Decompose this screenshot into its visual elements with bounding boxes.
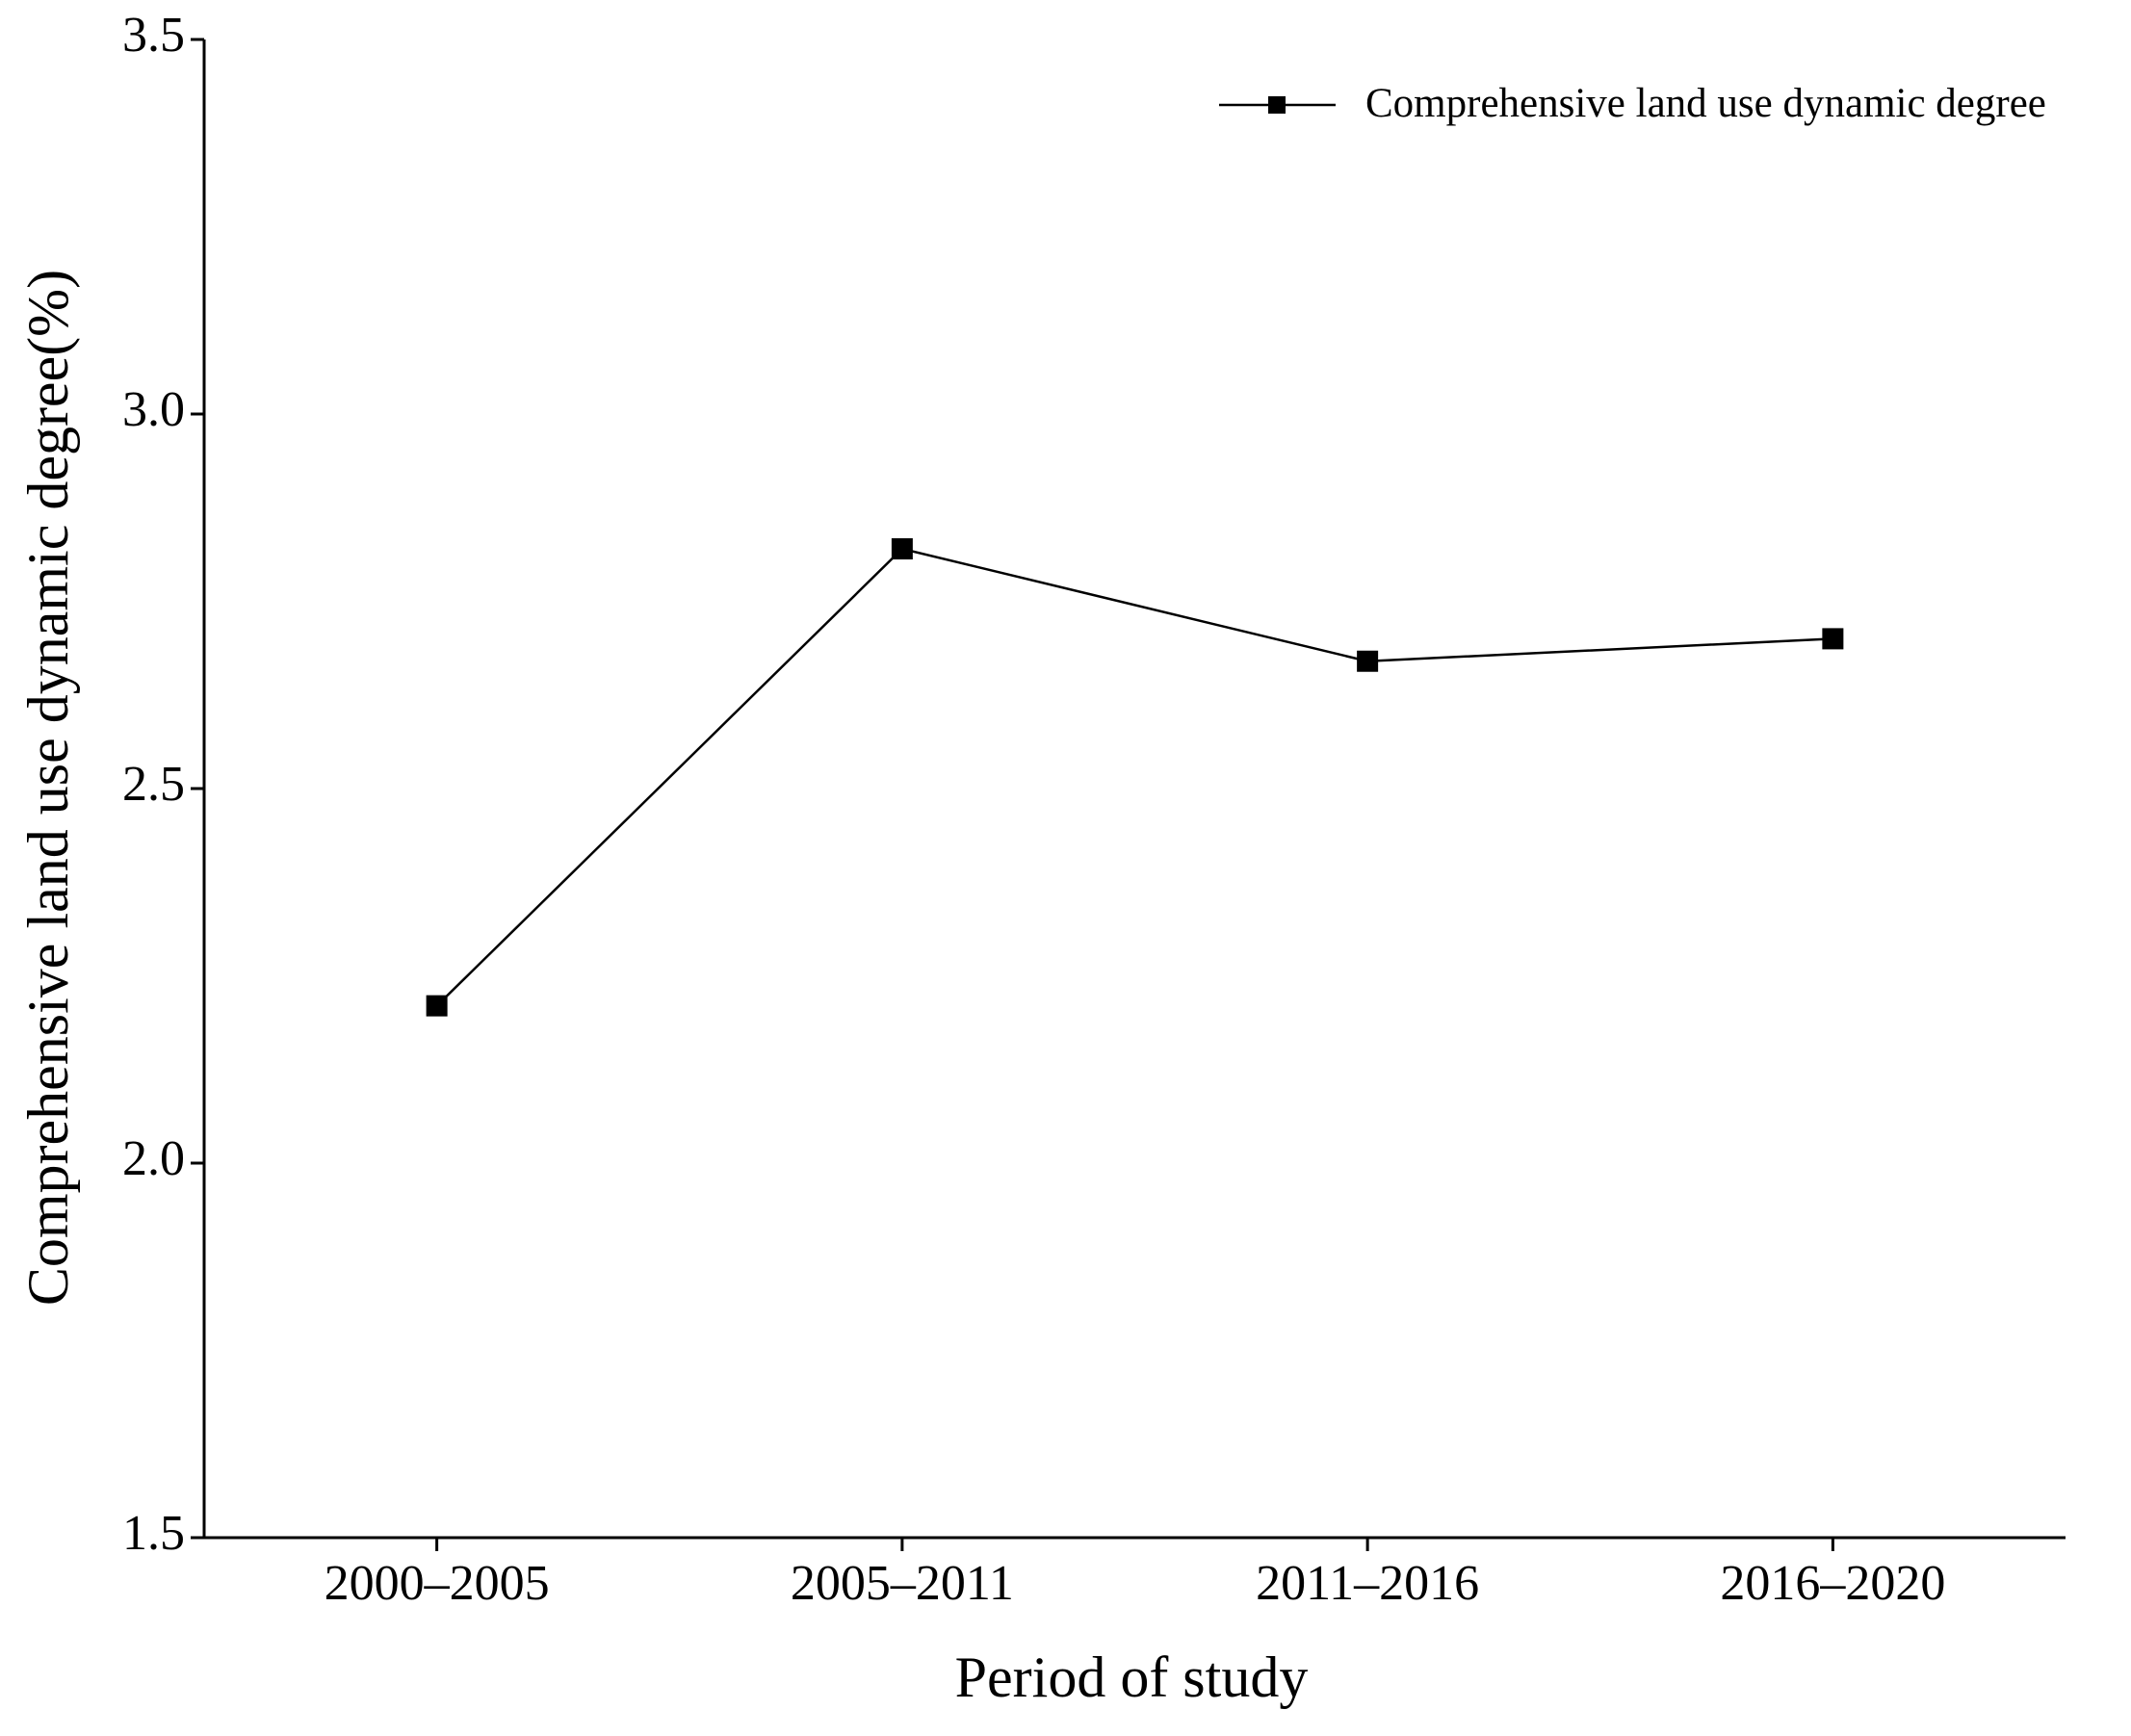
series-line bbox=[435, 547, 1833, 1007]
x-axis-title: Period of study bbox=[955, 1645, 1309, 1709]
legend-label: Comprehensive land use dynamic degree bbox=[1365, 81, 2046, 126]
legend-marker bbox=[1268, 96, 1286, 114]
y-tick-label: 2.5 bbox=[122, 757, 185, 812]
data-point bbox=[1357, 650, 1379, 672]
y-tick-label: 3.5 bbox=[122, 8, 185, 63]
x-tick-label: 2011–2016 bbox=[1256, 1556, 1479, 1611]
data-point bbox=[891, 538, 913, 560]
y-tick-label: 3.0 bbox=[122, 382, 185, 437]
y-tick-label: 1.5 bbox=[122, 1506, 185, 1561]
y-tick-label: 2.0 bbox=[122, 1131, 185, 1186]
x-tick-label: 2005–2011 bbox=[791, 1556, 1014, 1611]
x-tick-label: 2000–2005 bbox=[325, 1556, 550, 1611]
data-point bbox=[1822, 628, 1844, 650]
x-tick-label: 2016–2020 bbox=[1720, 1556, 1945, 1611]
y-axis-title: Comprehensive land use dynamic degree(%) bbox=[16, 270, 80, 1306]
data-point bbox=[426, 995, 448, 1017]
